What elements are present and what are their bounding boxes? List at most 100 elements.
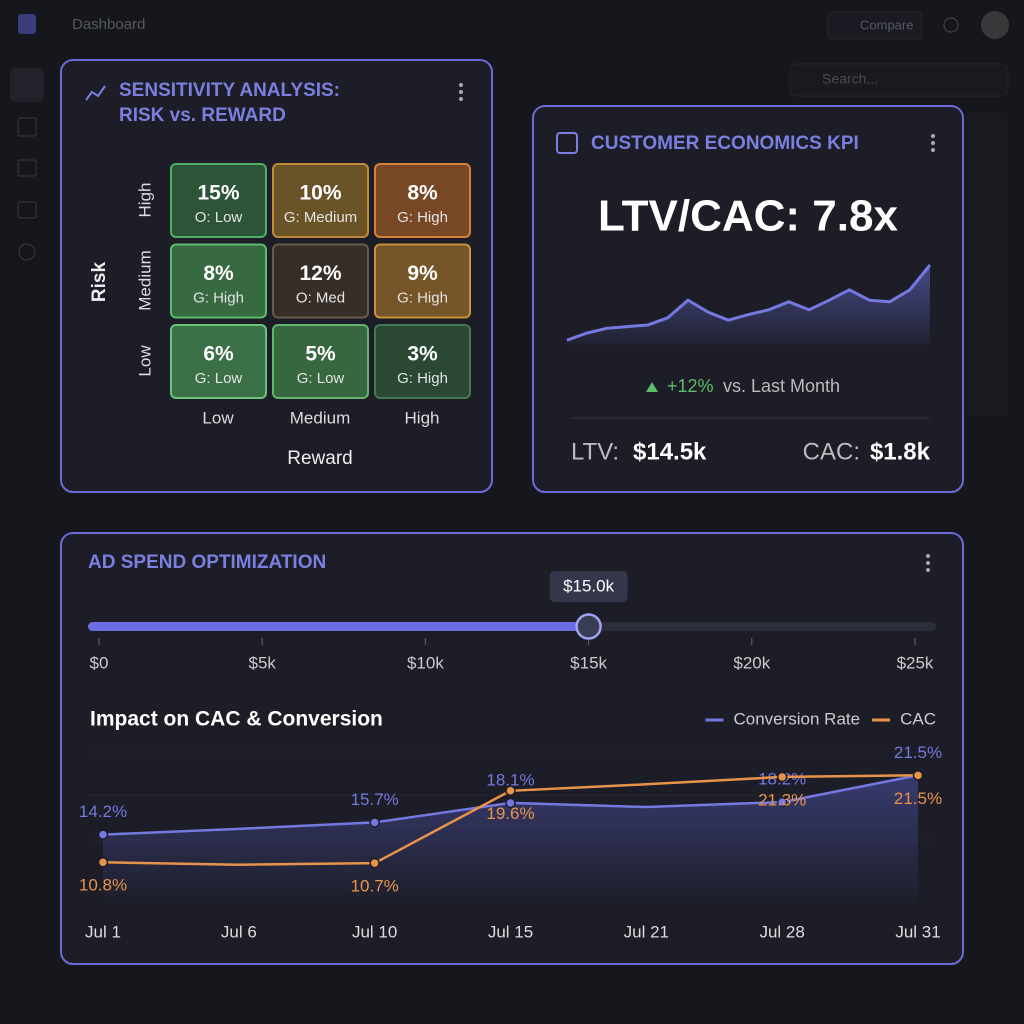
logo [18, 14, 36, 34]
row-label: Medium [135, 250, 154, 310]
legend-label: Conversion Rate [733, 709, 860, 728]
heat-cell [374, 243, 471, 319]
cell-value: 5% [305, 343, 336, 366]
cell-note: G: High [397, 209, 448, 226]
cell-note: G: High [193, 289, 244, 306]
x-tick-label: Jul 21 [624, 922, 669, 941]
sparkline [566, 264, 932, 342]
dynamic-layer: High 15% O: Low 10% G: Medium 8% G: High Medium… [79, 163, 942, 941]
slider-tick-label: $20k [733, 653, 770, 672]
app-title: Dashboard [72, 16, 145, 33]
row-label: Low [135, 345, 154, 377]
ltv-value: $14.5k [633, 438, 707, 465]
heat-cell [170, 324, 267, 399]
slider-tick-label: $10k [407, 653, 444, 672]
cell-value: 10% [299, 182, 341, 205]
data-point [97, 857, 109, 868]
cell-note: G: High [397, 289, 448, 306]
data-point [369, 817, 380, 828]
cell-note: O: Med [296, 289, 345, 306]
nav-item[interactable] [10, 68, 44, 102]
data-label: 19.6% [486, 804, 534, 823]
heat-cell [272, 163, 369, 238]
cell-note: G: Low [297, 370, 345, 387]
cac-value: $1.8k [870, 438, 931, 465]
cell-note: G: Medium [284, 209, 357, 226]
heat-cell [374, 324, 471, 399]
heat-cell [272, 243, 369, 319]
menu-button[interactable] [459, 83, 463, 101]
slider-thumb[interactable] [575, 613, 602, 640]
menu-button[interactable] [926, 554, 930, 572]
data-label: 21.5% [894, 789, 942, 808]
data-point [776, 796, 788, 808]
axis-label: Risk [89, 262, 110, 303]
cell-value: 12% [299, 262, 341, 285]
data-point [97, 829, 109, 840]
legend-label: CAC [900, 709, 936, 728]
data-point [369, 857, 380, 869]
column-label: High [405, 408, 440, 427]
kpi-change-note: vs. Last Month [723, 376, 840, 396]
background-panel [965, 112, 1009, 417]
x-tick-label: Jul 31 [895, 922, 940, 941]
chart-title: Impact on CAC & Conversion [90, 708, 383, 731]
panel-title: SENSITIVITY ANALYSIS: [119, 80, 340, 101]
ltv-label: LTV: [571, 438, 619, 465]
cell-value: 6% [203, 343, 234, 366]
cell-note: G: High [397, 370, 448, 387]
slider-tooltip [549, 571, 628, 602]
cell-value: 8% [407, 182, 438, 205]
panel-icon [556, 132, 578, 154]
series-area [103, 775, 918, 905]
slider-tick-label: $5k [248, 653, 276, 672]
data-label: 21.5% [894, 743, 942, 762]
cac-label: CAC: [803, 438, 860, 465]
cell-value: 8% [203, 262, 234, 285]
x-tick-label: Jul 15 [488, 922, 533, 941]
nav-item[interactable] [17, 117, 37, 137]
slider-value: $15.0k [563, 576, 615, 595]
column-label: Medium [290, 408, 350, 427]
kpi-panel [532, 105, 964, 493]
nav-item[interactable] [17, 201, 37, 219]
panel-title: RISK vs. REWARD [119, 105, 286, 126]
axis-label: Reward [287, 448, 352, 469]
data-label: 15.7% [351, 790, 399, 809]
x-tick-label: Jul 10 [352, 922, 397, 941]
data-point [912, 770, 924, 781]
notifications[interactable] [943, 17, 959, 33]
app-shell: Dashboard Compare Search... [10, 11, 1009, 417]
cell-note: O: Low [195, 209, 243, 226]
heat-cell [170, 243, 267, 319]
data-label: 21.3% [758, 790, 806, 809]
nav-item[interactable] [17, 159, 37, 177]
panel-title: CUSTOMER ECONOMICS KPI [591, 133, 859, 154]
slider-fill [88, 622, 589, 631]
compare-button[interactable] [827, 11, 923, 40]
data-label: 14.2% [79, 802, 127, 821]
x-tick-label: Jul 6 [221, 922, 257, 941]
nav-item[interactable] [18, 243, 36, 261]
heat-cell [374, 163, 471, 238]
cell-value: 3% [407, 343, 438, 366]
sparkline-area [567, 265, 930, 345]
heat-cell [272, 324, 369, 399]
menu-button[interactable] [931, 134, 935, 152]
slider-tick-label: $15k [570, 653, 607, 672]
data-label: 10.7% [351, 877, 399, 896]
x-tick-label: Jul 1 [85, 922, 121, 941]
search-box[interactable] [789, 63, 1009, 97]
kpi-headline: LTV/CAC: 7.8x [598, 192, 898, 241]
slider-tick-label: $25k [897, 653, 934, 672]
cell-value: 9% [407, 262, 438, 285]
data-point [505, 797, 516, 809]
heat-cell [170, 163, 267, 238]
data-point [776, 771, 788, 783]
column-label: Low [202, 408, 234, 427]
cell-value: 15% [197, 182, 239, 205]
data-point [505, 785, 516, 796]
compare-label: Compare [860, 17, 913, 32]
avatar[interactable] [981, 11, 1009, 39]
